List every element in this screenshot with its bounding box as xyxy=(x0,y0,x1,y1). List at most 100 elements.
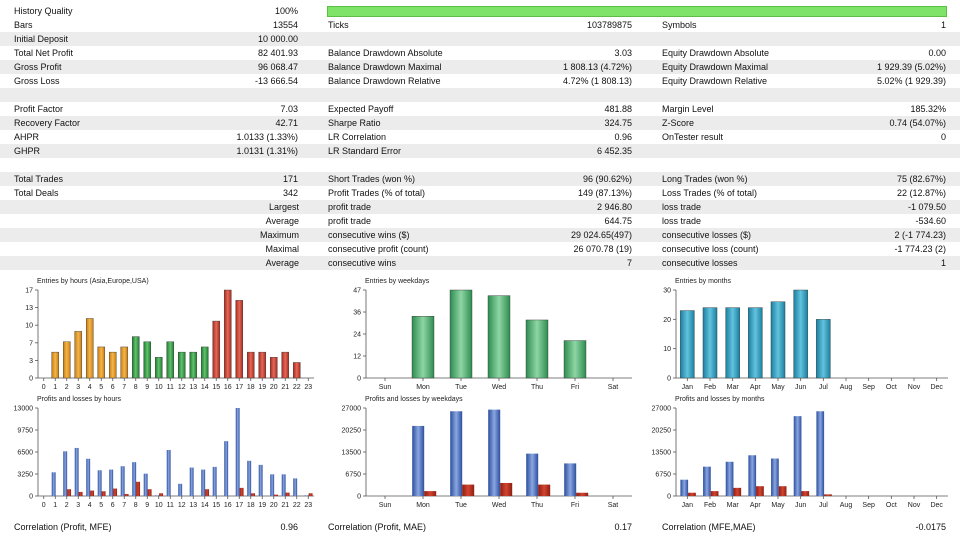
loss-bar xyxy=(778,486,787,496)
x-tick-label: 21 xyxy=(281,502,289,509)
x-tick-label: 23 xyxy=(304,502,312,509)
loss-bar xyxy=(801,491,810,496)
loss-bar xyxy=(538,484,551,496)
stats-label: loss trade xyxy=(662,216,702,226)
correlation-mfe-mae: Correlation (MFE,MAE) -0.0175 xyxy=(662,522,946,532)
profit-bar xyxy=(212,466,217,496)
stats-label: Sharpe Ratio xyxy=(328,118,381,128)
stats-row: Maximal consecutive profit (count) 26 070.… xyxy=(0,242,960,256)
bar xyxy=(74,331,83,379)
stats-cell: OnTester result 0 xyxy=(660,130,960,144)
profit-bar xyxy=(247,460,252,496)
stats-group-label: Maximum xyxy=(259,230,299,240)
stats-cell: profit trade 644.75 xyxy=(326,214,660,228)
bar xyxy=(200,346,209,379)
x-tick-label: 11 xyxy=(167,502,174,509)
stats-value: 0.74 (54.07%) xyxy=(889,118,946,128)
y-tick-label: 6750 xyxy=(655,472,671,479)
loss-bar xyxy=(147,489,152,496)
stats-cell: consecutive losses ($) 2 (-1 774.23) xyxy=(660,228,960,242)
y-tick-label: 27000 xyxy=(652,406,672,413)
x-tick-label: Nov xyxy=(908,502,921,509)
bar xyxy=(411,316,435,379)
stats-row: Recovery Factor 42.71 Sharpe Ratio 324.75 Z-… xyxy=(0,116,960,130)
x-tick-label: 23 xyxy=(304,384,312,391)
y-tick-label: 0 xyxy=(29,376,33,383)
loss-bar xyxy=(205,489,210,496)
profit-bar xyxy=(201,469,206,496)
stats-value: 171 xyxy=(282,174,298,184)
x-tick-label: Sep xyxy=(862,502,875,509)
x-tick-label: 8 xyxy=(134,502,138,509)
stats-row: Largest profit trade 2 946.80 loss trade -1 … xyxy=(0,200,960,214)
stats-value: 103789875 xyxy=(586,20,632,30)
x-tick-label: 20 xyxy=(270,502,278,509)
stats-cell: Expected Payoff 481.88 xyxy=(326,102,660,116)
stats-cell: Gross Profit 96 068.47 xyxy=(0,60,326,74)
x-tick-label: Thu xyxy=(531,502,543,509)
loss-bar xyxy=(67,489,72,496)
stats-row: Bars 13554 Ticks 103789875 Symbols 1 xyxy=(0,18,960,32)
stats-group-label: Largest xyxy=(268,202,299,212)
x-tick-label: Apr xyxy=(750,384,762,391)
x-tick-label: 9 xyxy=(145,384,149,391)
stats-cell xyxy=(0,88,326,102)
loss-bar xyxy=(710,491,719,496)
profit-bar xyxy=(680,479,689,496)
chart-entries-by-months-svg: Entries by months 0 10 20 30 Jan Feb Mar Apr May J… xyxy=(663,278,948,391)
chart-pl-by-months-svg: Profits and losses by months 0 6750 13500 20… xyxy=(652,396,948,509)
x-tick-label: 0 xyxy=(42,384,46,391)
stats-cell: Sharpe Ratio 324.75 xyxy=(326,116,660,130)
profit-bar xyxy=(450,411,463,496)
stats-label: Equity Drawdown Maximal xyxy=(662,62,769,72)
x-tick-label: 11 xyxy=(167,384,174,391)
stats-label xyxy=(660,88,946,102)
stats-label: Total Deals xyxy=(14,188,59,198)
stats-label: Gross Loss xyxy=(14,76,60,86)
bar xyxy=(177,351,186,379)
chart-title: Entries by weekdays xyxy=(365,278,430,285)
bar xyxy=(51,351,60,379)
stats-cell xyxy=(660,32,960,46)
x-tick-label: 14 xyxy=(201,384,209,391)
y-tick-label: 27000 xyxy=(342,406,362,413)
stats-label: Margin Level xyxy=(662,104,714,114)
chart-title: Entries by hours (Asia,Europe,USA) xyxy=(37,278,149,285)
y-tick-label: 0 xyxy=(29,494,33,501)
stats-cell: Gross Loss -13 666.54 xyxy=(0,74,326,88)
profit-bar xyxy=(258,464,263,496)
x-tick-label: 6 xyxy=(111,502,115,509)
stats-group-label: Maximal xyxy=(265,244,299,254)
stats-row: GHPR 1.0131 (1.31%) LR Standard Error 6 452… xyxy=(0,144,960,158)
x-tick-label: 12 xyxy=(178,384,186,391)
stats-label: consecutive wins xyxy=(328,258,397,268)
stats-label: Total Net Profit xyxy=(14,48,74,58)
stats-cell: GHPR 1.0131 (1.31%) xyxy=(0,144,326,158)
profit-bar xyxy=(488,409,501,496)
profit-bar xyxy=(86,458,91,496)
stats-cell: AHPR 1.0133 (1.33%) xyxy=(0,130,326,144)
x-tick-label: 1 xyxy=(53,502,57,509)
stats-label: Profit Trades (% of total) xyxy=(328,188,426,198)
loss-bar xyxy=(239,487,244,496)
stats-label: LR Standard Error xyxy=(328,146,402,156)
stats-value xyxy=(632,158,660,172)
y-tick-label: 10 xyxy=(25,323,33,330)
x-tick-label: Wed xyxy=(492,384,506,391)
profit-bar xyxy=(235,408,240,496)
stats-row: Initial Deposit 10 000.00 xyxy=(0,32,960,46)
x-tick-label: 21 xyxy=(281,384,289,391)
bar xyxy=(281,351,290,379)
stats-value: 29 024.65(497) xyxy=(570,230,632,240)
x-tick-label: Tue xyxy=(455,384,467,391)
y-tick-label: 10 xyxy=(663,346,671,353)
x-tick-label: May xyxy=(771,502,785,509)
stats-label: Z-Score xyxy=(662,118,695,128)
bar xyxy=(62,341,71,379)
x-tick-label: Aug xyxy=(840,502,853,509)
y-tick-label: 6750 xyxy=(345,472,361,479)
profit-bar xyxy=(816,411,825,496)
stats-value: 149 (87.13%) xyxy=(577,188,632,198)
x-tick-label: 12 xyxy=(178,502,186,509)
stats-label: Ticks xyxy=(328,20,349,30)
